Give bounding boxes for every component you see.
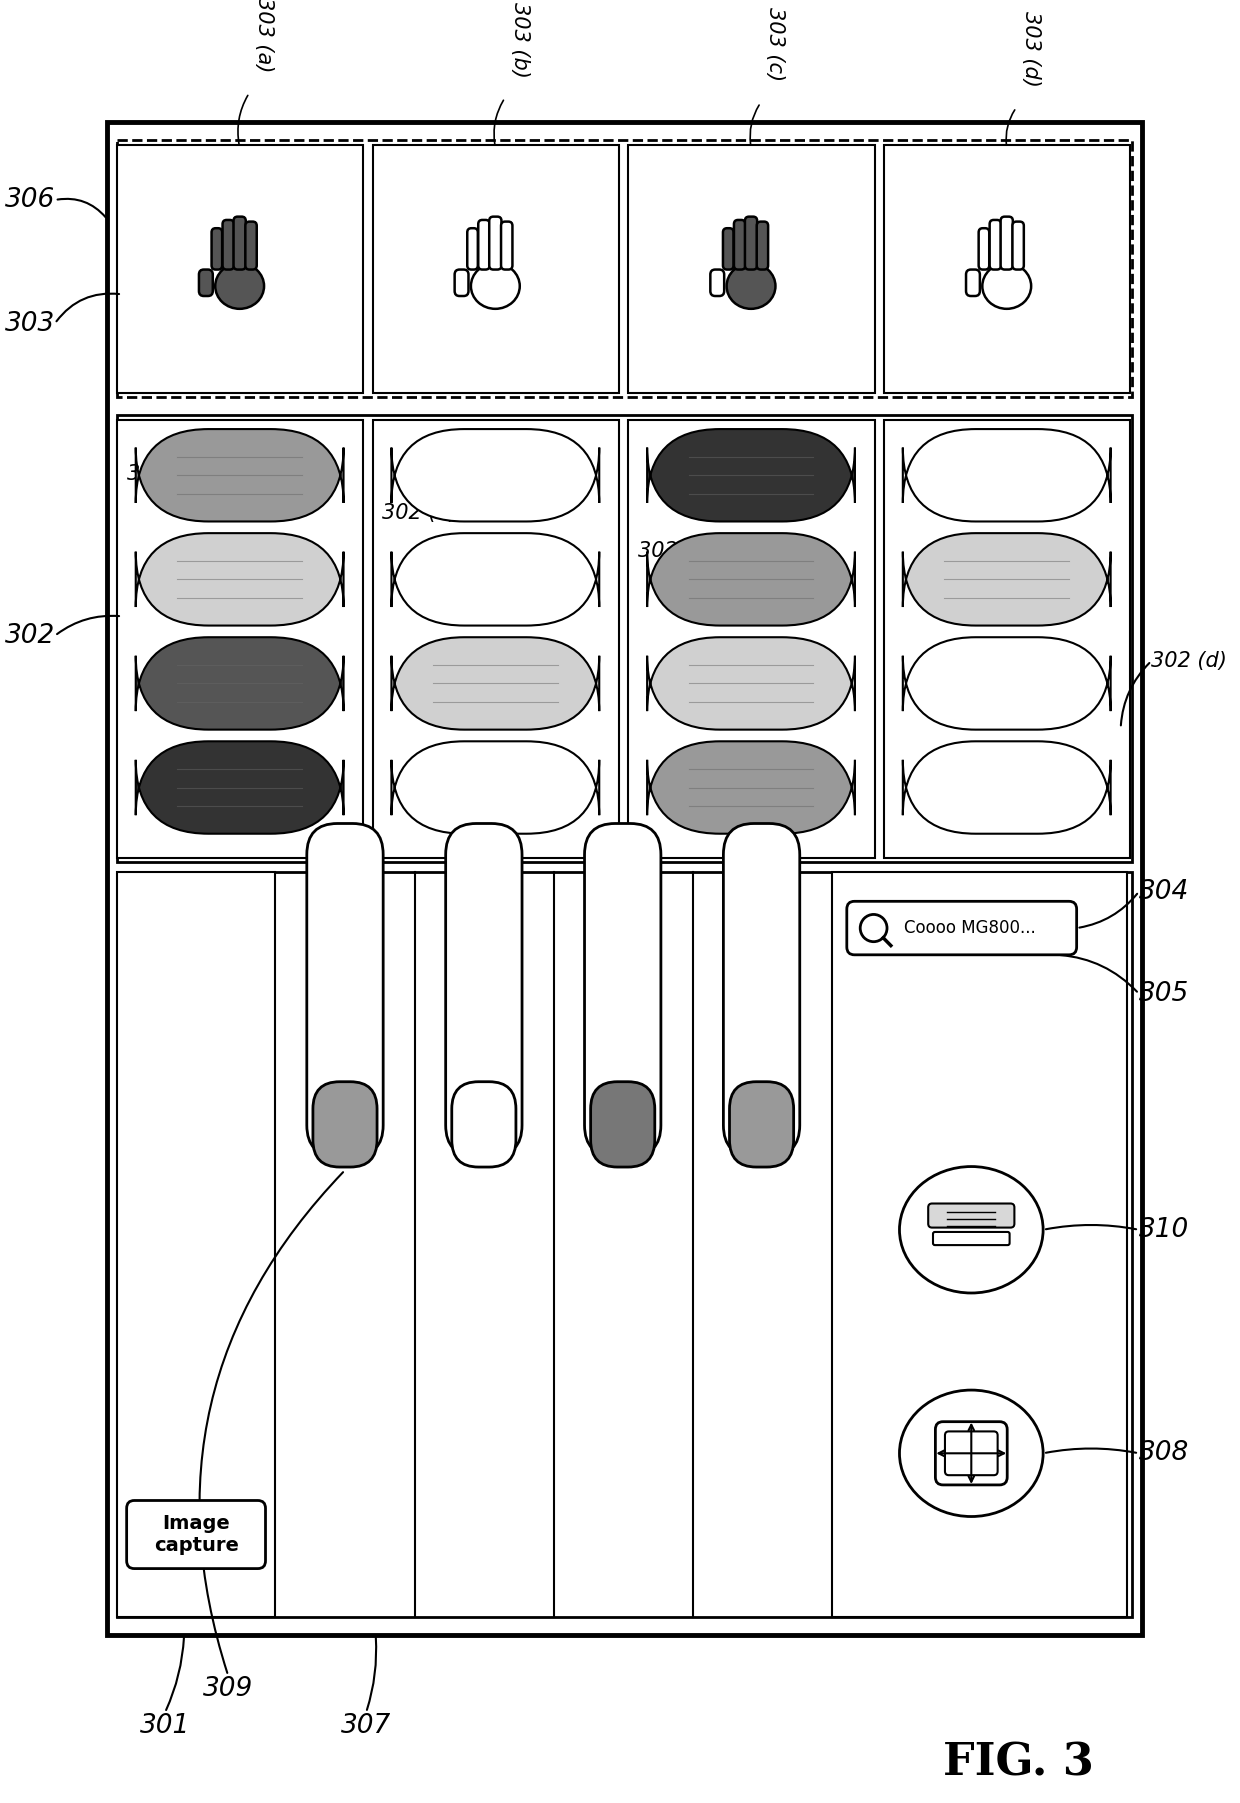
FancyBboxPatch shape (445, 824, 522, 1156)
FancyBboxPatch shape (246, 222, 257, 270)
FancyBboxPatch shape (451, 1082, 516, 1167)
Bar (832, 873, 1127, 1617)
Text: 301: 301 (140, 1713, 190, 1738)
FancyBboxPatch shape (135, 741, 343, 833)
FancyBboxPatch shape (467, 229, 477, 270)
FancyBboxPatch shape (847, 902, 1076, 956)
FancyBboxPatch shape (584, 824, 661, 1156)
Text: 303 (c): 303 (c) (765, 7, 785, 81)
Text: 303 (b): 303 (b) (510, 2, 529, 78)
Bar (117, 873, 1132, 1617)
FancyBboxPatch shape (711, 270, 724, 296)
FancyBboxPatch shape (978, 229, 990, 270)
Text: 303 (a): 303 (a) (254, 0, 274, 72)
Bar (108, 123, 1142, 1635)
FancyBboxPatch shape (647, 429, 854, 521)
FancyBboxPatch shape (1001, 216, 1013, 270)
Bar (884, 420, 1131, 858)
FancyBboxPatch shape (392, 636, 599, 730)
FancyBboxPatch shape (647, 741, 854, 833)
Text: 302 (c): 302 (c) (639, 541, 712, 561)
FancyBboxPatch shape (455, 270, 469, 296)
Text: 303: 303 (5, 310, 55, 337)
Bar (117, 420, 363, 858)
FancyBboxPatch shape (306, 824, 383, 1156)
Text: 308: 308 (1138, 1441, 1189, 1466)
Ellipse shape (216, 263, 264, 308)
FancyBboxPatch shape (222, 220, 234, 270)
FancyBboxPatch shape (935, 1423, 1007, 1486)
FancyBboxPatch shape (932, 1231, 1009, 1246)
FancyBboxPatch shape (135, 429, 343, 521)
FancyBboxPatch shape (945, 1432, 998, 1475)
FancyBboxPatch shape (745, 216, 758, 270)
Text: FIG. 3: FIG. 3 (942, 1742, 1094, 1785)
Text: 306: 306 (5, 188, 55, 213)
FancyBboxPatch shape (135, 636, 343, 730)
FancyBboxPatch shape (647, 636, 854, 730)
Text: 310: 310 (1138, 1217, 1189, 1242)
Bar (884, 144, 1131, 393)
FancyBboxPatch shape (966, 270, 980, 296)
Bar (117, 139, 1132, 397)
FancyBboxPatch shape (392, 429, 599, 521)
Text: 305: 305 (1138, 981, 1189, 1006)
FancyBboxPatch shape (490, 216, 501, 270)
Bar (117, 873, 275, 1617)
Text: 302 (b): 302 (b) (382, 503, 459, 523)
Ellipse shape (899, 1167, 1043, 1293)
FancyBboxPatch shape (723, 824, 800, 1156)
FancyBboxPatch shape (903, 429, 1111, 521)
FancyBboxPatch shape (392, 534, 599, 626)
FancyBboxPatch shape (501, 222, 512, 270)
Bar (629, 144, 874, 393)
FancyBboxPatch shape (1012, 222, 1024, 270)
FancyBboxPatch shape (647, 534, 854, 626)
FancyBboxPatch shape (903, 741, 1111, 833)
FancyBboxPatch shape (198, 270, 213, 296)
FancyBboxPatch shape (312, 1082, 377, 1167)
FancyBboxPatch shape (126, 1500, 265, 1569)
Text: Coooo MG800...: Coooo MG800... (904, 920, 1035, 938)
FancyBboxPatch shape (723, 229, 734, 270)
FancyBboxPatch shape (990, 220, 1001, 270)
FancyBboxPatch shape (479, 220, 490, 270)
Text: 302 (a): 302 (a) (126, 463, 202, 483)
Ellipse shape (727, 263, 775, 308)
Text: 304: 304 (1138, 878, 1189, 905)
Ellipse shape (471, 263, 520, 308)
FancyBboxPatch shape (590, 1082, 655, 1167)
FancyBboxPatch shape (903, 636, 1111, 730)
Bar (117, 415, 1132, 862)
Ellipse shape (899, 1390, 1043, 1516)
Bar (629, 420, 874, 858)
Text: Image
capture: Image capture (154, 1515, 238, 1554)
FancyBboxPatch shape (929, 1204, 1014, 1228)
FancyBboxPatch shape (233, 216, 246, 270)
Circle shape (861, 914, 887, 941)
FancyBboxPatch shape (135, 534, 343, 626)
FancyBboxPatch shape (212, 229, 222, 270)
Text: 309: 309 (203, 1675, 253, 1702)
Text: 303 (d): 303 (d) (1021, 11, 1042, 87)
FancyBboxPatch shape (729, 1082, 794, 1167)
Bar (373, 420, 619, 858)
Bar (117, 144, 363, 393)
Text: 302: 302 (5, 622, 55, 649)
Text: 307: 307 (341, 1713, 391, 1738)
Bar (373, 144, 619, 393)
FancyBboxPatch shape (756, 222, 768, 270)
Text: 302 (d): 302 (d) (1151, 651, 1228, 671)
FancyBboxPatch shape (392, 741, 599, 833)
FancyBboxPatch shape (903, 534, 1111, 626)
Ellipse shape (982, 263, 1032, 308)
FancyBboxPatch shape (734, 220, 745, 270)
